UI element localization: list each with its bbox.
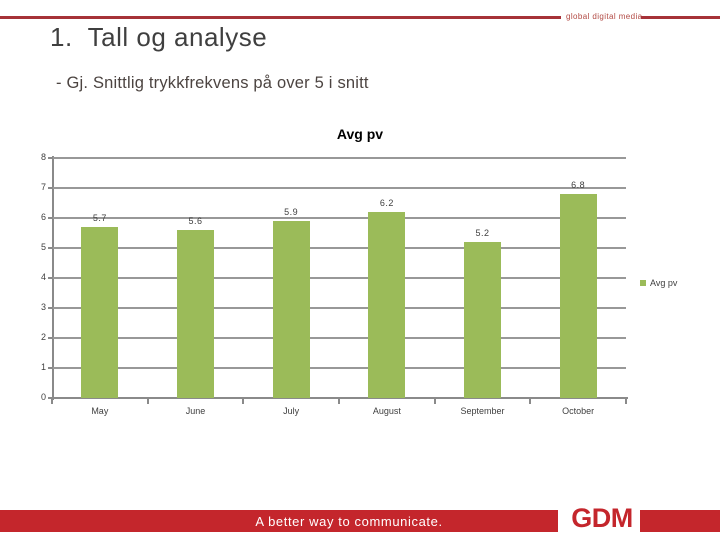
bar-value-label-august: 6.2 <box>379 198 394 208</box>
bar-may <box>81 227 119 398</box>
x-tick-4 <box>433 399 436 404</box>
y-tick-1 <box>48 367 53 369</box>
y-axis-label-0: 0 <box>40 392 46 402</box>
y-tick-8 <box>48 157 53 159</box>
bar-value-label-may: 5.7 <box>92 213 107 223</box>
x-axis-label-may: May <box>91 406 109 416</box>
y-axis-label-8: 8 <box>40 152 46 162</box>
bar-value-label-october: 6.8 <box>571 180 586 190</box>
gdm-logo: GDM <box>571 503 633 533</box>
footer-tagline: A better way to communicate. <box>255 513 443 529</box>
y-tick-5 <box>48 247 53 249</box>
gridline-1 <box>52 367 626 369</box>
page-subtitle: - Gj. Snittlig trykkfrekvens på over 5 i… <box>56 74 369 92</box>
x-axis-label-september: September <box>460 406 505 416</box>
footer-band-left <box>0 510 558 532</box>
bar-value-label-july: 5.9 <box>284 207 299 217</box>
x-axis-line <box>52 397 628 399</box>
y-axis-label-3: 3 <box>40 302 46 312</box>
x-tick-3 <box>338 399 340 404</box>
bar-july <box>272 221 310 398</box>
y-axis-label-2: 2 <box>40 332 46 342</box>
chart-title: Avg pv <box>336 126 384 142</box>
bar-september <box>464 242 501 398</box>
gridline-5 <box>52 247 626 249</box>
y-tick-2 <box>48 337 53 339</box>
y-axis-label-7: 7 <box>40 182 46 192</box>
x-axis-label-august: August <box>372 406 401 416</box>
top-rule-right <box>641 16 720 19</box>
y-tick-4 <box>48 277 53 279</box>
brand-text: global digital media <box>566 12 643 21</box>
legend-swatch-avg-pv <box>640 280 646 286</box>
bar-june <box>177 230 214 398</box>
y-axis-label-4: 4 <box>40 272 46 282</box>
x-tick-6 <box>625 399 627 404</box>
x-tick-5 <box>529 399 532 404</box>
gridline-4 <box>52 277 626 279</box>
top-rule-left <box>0 16 561 19</box>
footer-band-right <box>640 510 720 532</box>
bar-october <box>559 194 597 398</box>
bar-august <box>368 212 406 398</box>
gridline-7 <box>52 187 626 189</box>
chart-legend: Avg pv <box>640 278 677 288</box>
x-axis-label-july: July <box>283 406 300 416</box>
gridline-2 <box>52 337 626 339</box>
x-axis-label-june: June <box>185 406 206 416</box>
bar-value-label-june: 5.6 <box>188 216 203 226</box>
x-tick-2 <box>242 399 245 404</box>
y-tick-6 <box>48 217 53 219</box>
y-tick-3 <box>48 307 53 309</box>
y-tick-0 <box>48 397 53 399</box>
gridline-8 <box>52 157 626 159</box>
legend-label: Avg pv <box>650 278 678 288</box>
y-tick-7 <box>48 187 53 189</box>
y-axis-label-5: 5 <box>40 242 46 252</box>
x-axis-label-october: October <box>562 406 595 416</box>
gridline-3 <box>52 307 626 309</box>
y-axis-label-6: 6 <box>40 212 46 222</box>
x-tick-1 <box>146 399 149 404</box>
x-tick-0 <box>51 399 53 404</box>
page-title: 1. Tall og analyse <box>50 22 268 52</box>
y-axis-label-1: 1 <box>40 362 46 372</box>
bar-value-label-september: 5.2 <box>475 228 490 238</box>
gridline-6 <box>52 217 626 219</box>
